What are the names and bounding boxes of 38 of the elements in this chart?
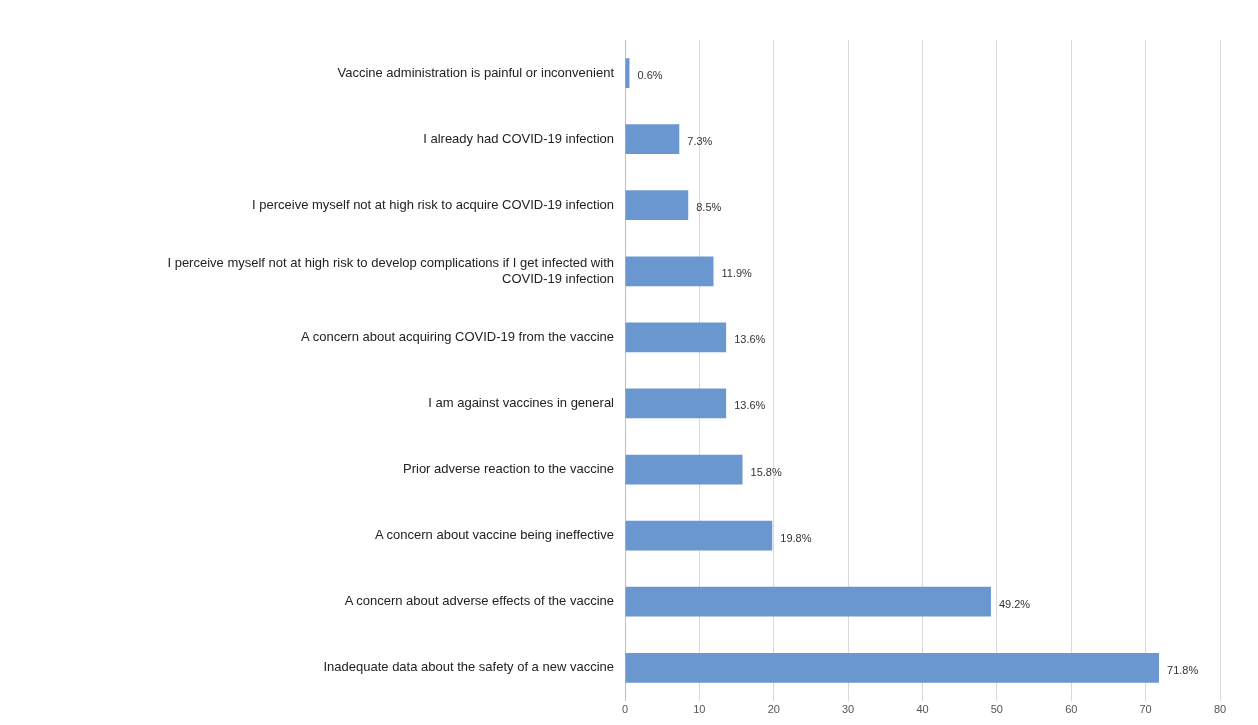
x-tick-label: 60 — [1065, 703, 1078, 716]
x-tick-label: 50 — [990, 703, 1003, 716]
bar — [625, 652, 1160, 683]
data-label: 71.8% — [1167, 663, 1199, 676]
bar — [625, 256, 714, 287]
y-tick-label: I perceive myself not at high risk to acquire COVID-19 infection — [252, 196, 614, 212]
data-label: 13.6% — [734, 333, 766, 346]
data-label: 11.9% — [721, 267, 753, 280]
data-label: 15.8% — [750, 465, 782, 478]
y-tick-label: I am against vaccines in general — [428, 395, 615, 411]
bar — [625, 322, 727, 353]
data-label: 8.5% — [696, 201, 722, 214]
data-label: 19.8% — [780, 531, 812, 544]
x-tick-label: 30 — [842, 703, 855, 716]
bar — [625, 520, 773, 551]
x-tick-label: 70 — [1139, 703, 1152, 716]
y-tick-label: Prior adverse reaction to the vaccine — [403, 461, 614, 477]
y-tick-label: I already had COVID-19 infection — [423, 130, 614, 146]
bar — [625, 586, 991, 617]
y-tick-label: A concern about vaccine being ineffective — [375, 527, 614, 543]
y-tick-label: A concern about acquiring COVID-19 from the vaccine — [301, 328, 614, 344]
x-tick-label: 80 — [1213, 703, 1227, 716]
data-label: 0.6% — [637, 69, 663, 82]
bar — [625, 190, 689, 221]
data-label: 49.2% — [998, 597, 1031, 610]
x-tick-label: 20 — [767, 703, 780, 716]
bar — [625, 454, 743, 485]
bar — [625, 124, 680, 154]
x-tick-label: 40 — [916, 703, 929, 716]
data-label: 13.6% — [734, 399, 766, 412]
bar — [625, 388, 727, 419]
x-tick-label: 10 — [693, 703, 706, 716]
y-tick-label: Inadequate data about the safety of a new vaccine — [323, 659, 614, 675]
x-tick-label: 0 — [621, 703, 629, 716]
y-tick-label: A concern about adverse effects of the vaccine — [344, 593, 614, 609]
y-tick-label: Vaccine administration is painful or inconvenient — [337, 64, 615, 80]
y-tick-label: I perceive myself not at high risk to develop complications if I get infected with COVID-19 infection — [167, 255, 614, 286]
data-label: 7.3% — [687, 135, 713, 148]
